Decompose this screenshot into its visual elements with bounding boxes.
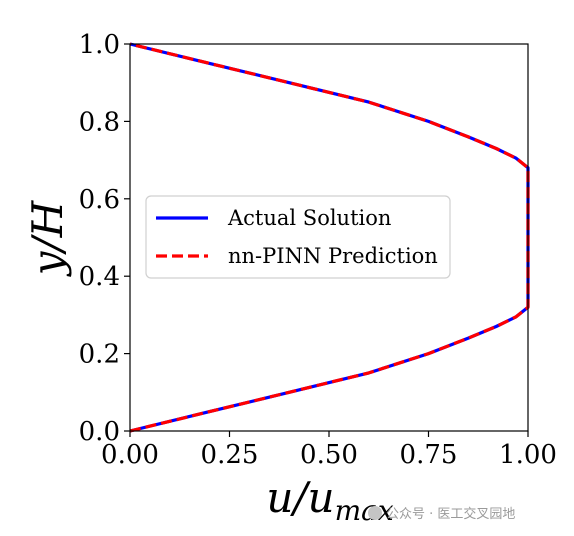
x-axis-label: u/umax: [266, 473, 393, 527]
y-tick-label: 0.2: [79, 340, 120, 370]
plot-area: 0.00 0.25 0.50 0.75 1.00 0.0 0.2 0.4 0.6 0.8 1.0 u/…: [23, 30, 557, 527]
x-tick-label: 0.50: [300, 440, 358, 470]
x-tick-label: 0.00: [101, 440, 159, 470]
x-tick-label: 0.25: [201, 440, 259, 470]
y-tick-label: 0.6: [79, 185, 120, 215]
x-tick-label: 0.75: [400, 440, 458, 470]
y-tick-label: 0.4: [79, 262, 120, 292]
legend-label-actual: Actual Solution: [227, 206, 391, 230]
y-axis-label: y/H: [23, 199, 72, 277]
wechat-icon: [368, 506, 382, 520]
watermark-text: 公众号 · 医工交叉园地: [386, 507, 516, 522]
y-tick-label: 0.0: [79, 417, 120, 447]
y-tick-label: 1.0: [79, 30, 120, 60]
x-tick-label: 1.00: [499, 440, 557, 470]
legend-box: [145, 195, 451, 279]
legend-label-prediction: nn-PINN Prediction: [228, 244, 438, 268]
watermark: 公众号 · 医工交叉园地: [368, 503, 515, 522]
y-tick-label: 0.8: [79, 107, 120, 137]
